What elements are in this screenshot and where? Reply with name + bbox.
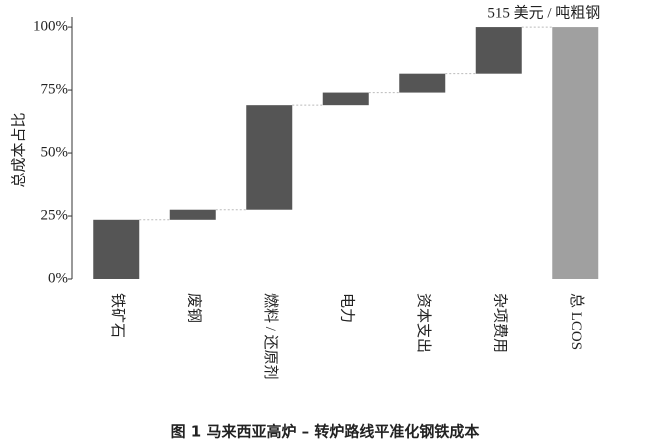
y-tick-label: 0% — [48, 270, 68, 286]
y-axis-label: 总成本占比 — [10, 112, 27, 187]
bar — [246, 105, 293, 210]
bar — [93, 219, 140, 279]
bar — [169, 209, 216, 220]
x-tick-label: 燃料 / 还原剂 — [262, 293, 280, 380]
y-tick-label: 50% — [41, 144, 69, 160]
total-bar — [552, 27, 599, 280]
y-tick-label: 25% — [41, 207, 69, 223]
x-tick-label: 废钢 — [185, 293, 202, 323]
x-tick-label: 资本支出 — [415, 293, 432, 353]
y-tick-label: 75% — [41, 81, 69, 97]
x-tick-label: 电力 — [338, 293, 355, 323]
x-tick-label: 杂项费用 — [491, 293, 508, 353]
bar — [399, 73, 446, 93]
annotation: 515 美元 / 吨粗钢 — [487, 5, 600, 22]
bar — [475, 27, 522, 74]
x-tick-label: 铁矿石 — [109, 293, 126, 338]
x-tick-label: 总 LCOS — [568, 293, 585, 350]
caption: 图 1 马来西亚高炉 – 转炉路线平准化钢铁成本 — [171, 423, 480, 441]
bar — [322, 92, 369, 106]
y-tick-label: 100% — [33, 19, 68, 35]
